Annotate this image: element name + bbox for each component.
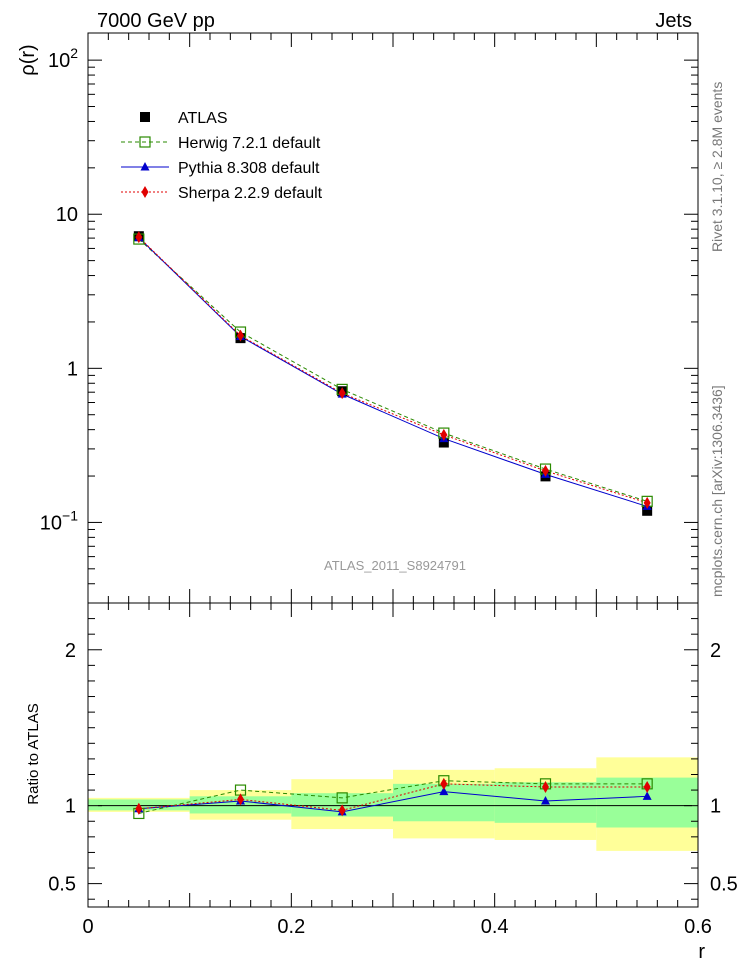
main-marker-atlas [642, 505, 653, 516]
main-marker-atlas [438, 437, 449, 448]
rivet-label: Rivet 3.1.10, ≥ 2.8M events [709, 82, 725, 252]
ratio-xtick-label: 0 [82, 916, 93, 938]
main-marker-sherpa [440, 428, 448, 441]
analysis-label: ATLAS_2011_S8924791 [324, 558, 466, 573]
main-ytick-label: 10−1 [40, 507, 78, 534]
ratio-marker-sherpa [338, 804, 346, 817]
main-ytick-exponent: −1 [62, 507, 78, 523]
main-marker-sherpa [542, 464, 549, 477]
legend-label-sherpa: Sherpa 2.2.9 default [178, 185, 323, 202]
ratio-marker-pythia [541, 795, 550, 805]
ratio-xtick-label: 0.6 [684, 916, 712, 938]
legend-marker-herwig [139, 136, 151, 148]
legend-marker-pythia [140, 162, 150, 171]
ratio-marker-sherpa [542, 780, 549, 793]
ratio-xtick-label: 0.4 [481, 916, 509, 938]
ratio-panel: 0.5 0.5 1 1 2 2 0 0.2 0.4 0.6 [48, 602, 738, 938]
main-ytick-label: 102 [48, 45, 78, 72]
ratio-ytick-label-left: 0.5 [48, 874, 76, 896]
main-line-sherpa [138, 236, 648, 504]
ratio-marker-sherpa [643, 780, 651, 793]
ratio-ylabel: Ratio to ATLAS [25, 703, 42, 804]
legend-marker-atlas [140, 112, 150, 122]
main-panel: 10−1 1 10 102 ATLAS Herwig 7.2.1 default Pythi… [40, 32, 699, 604]
ratio-line-sherpa [138, 783, 648, 811]
main-marker-sherpa [643, 496, 651, 509]
main-line-pythia [138, 237, 648, 507]
ratio-marker-sherpa [135, 802, 143, 815]
legend-marker-sherpa [141, 186, 149, 198]
main-ytick-exponent: 2 [70, 45, 78, 61]
main-line-herwig [138, 238, 648, 502]
main-marker-sherpa [135, 231, 143, 244]
ratio-frame [87, 602, 699, 908]
ratio-marker-sherpa [237, 793, 244, 806]
ratio-ytick-label-left: 2 [65, 640, 76, 662]
legend-label-data: ATLAS [178, 110, 228, 127]
legend-label-herwig: Herwig 7.2.1 default [178, 135, 321, 152]
main-marker-sherpa [338, 387, 346, 400]
mcplots-label: mcplots.cern.ch [arXiv:1306.3436] [709, 385, 725, 597]
main-ylabel: ρ(r) [17, 44, 39, 75]
ratio-ytick-label-right: 1 [710, 796, 721, 818]
ratio-marker-pythia [439, 786, 449, 796]
ratio-marker-sherpa [440, 777, 448, 790]
main-ytick-label: 10 [56, 204, 78, 226]
ratio-ytick-label-right: 0.5 [710, 874, 738, 896]
ratio-line-pythia [138, 791, 648, 813]
header-left: 7000 GeV pp [97, 10, 215, 32]
xlabel: r [698, 941, 705, 963]
main-ytick-label: 1 [67, 358, 78, 380]
ratio-ytick-label-left: 1 [65, 796, 76, 818]
ratio-xtick-label: 0.2 [277, 916, 305, 938]
ratio-ytick-label-right: 2 [710, 640, 721, 662]
header-right: Jets [655, 10, 692, 32]
main-marker-sherpa [237, 329, 244, 342]
ratio-line-herwig [138, 780, 648, 814]
legend-label-pythia: Pythia 8.308 default [178, 160, 320, 177]
ratio-marker-pythia [642, 791, 652, 800]
ratio-marker-herwig [336, 792, 348, 804]
